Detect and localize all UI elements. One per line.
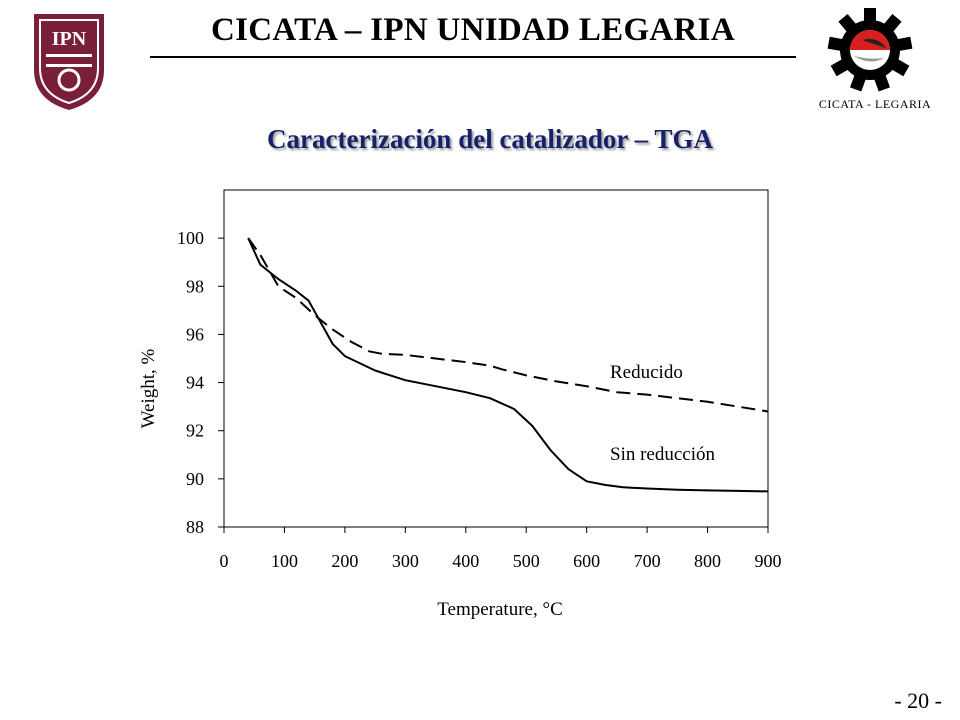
slide-title: Caracterización del catalizador – TGA — [267, 124, 713, 154]
y-tick-label: 92 — [186, 421, 204, 441]
y-tick-label: 100 — [177, 228, 204, 248]
x-tick-label: 900 — [755, 551, 782, 571]
x-tick-label: 600 — [573, 551, 600, 571]
ipn-logo-lettering: IPN — [52, 28, 87, 50]
y-tick-label: 98 — [186, 276, 204, 296]
x-axis-label: Temperature, °C — [437, 599, 563, 620]
y-tick-label: 90 — [186, 469, 204, 489]
right-logo-caption: CICATA - LEGARIA — [818, 97, 932, 111]
series-line-reducido — [247, 237, 769, 413]
x-tick-label: 300 — [392, 551, 419, 571]
x-tick-label: 0 — [220, 551, 229, 571]
x-tick-label: 800 — [694, 551, 721, 571]
y-tick-label: 96 — [186, 324, 204, 344]
x-tick-label: 400 — [452, 551, 479, 571]
series-annotation: Sin reducción — [610, 444, 716, 465]
series-line-sin-reduccion — [247, 237, 769, 493]
y-axis-label: Weight, % — [138, 348, 159, 428]
x-tick-label: 500 — [513, 551, 540, 571]
x-tick-label: 100 — [271, 551, 298, 571]
x-tick-label: 200 — [331, 551, 358, 571]
y-tick-label: 94 — [186, 373, 204, 393]
cicata-gear-logo — [827, 8, 913, 92]
plot-frame — [223, 189, 769, 528]
header-divider — [150, 56, 796, 58]
page-number: - 20 - — [894, 688, 942, 713]
y-tick-label: 88 — [186, 517, 204, 537]
ipn-logo: IPN — [34, 14, 104, 110]
header-title: CICATA – IPN UNIDAD LEGARIA — [211, 12, 735, 48]
series-annotation: Reducido — [610, 362, 683, 383]
x-tick-label: 700 — [634, 551, 661, 571]
